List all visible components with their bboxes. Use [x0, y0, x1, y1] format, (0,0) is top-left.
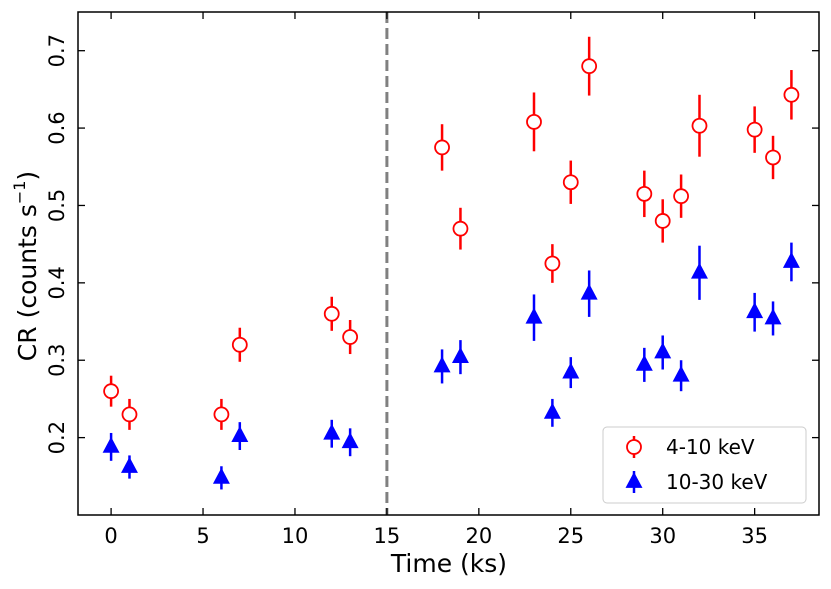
data-point — [782, 251, 800, 268]
data-point — [783, 86, 800, 103]
data-point — [765, 149, 781, 166]
marker-background — [784, 87, 799, 102]
marker-background — [343, 330, 358, 345]
data-point — [452, 220, 469, 237]
marker-background — [453, 221, 468, 236]
data-point — [562, 362, 580, 379]
x-tick-label: 5 — [196, 524, 209, 548]
y-tick-label: 0.6 — [45, 111, 69, 144]
data-point — [451, 347, 469, 364]
data-point — [212, 467, 230, 484]
data-point — [434, 139, 450, 156]
marker-background — [637, 186, 652, 201]
x-tick-label: 30 — [649, 524, 676, 548]
y-axis-label-close: ) — [13, 171, 42, 181]
x-tick-label: 20 — [465, 524, 492, 548]
x-axis-label: Time (ks) — [390, 549, 507, 578]
data-point — [654, 342, 672, 359]
marker-background — [563, 175, 578, 190]
data-point — [213, 406, 230, 423]
data-point — [121, 456, 138, 473]
data-point — [764, 308, 782, 325]
y-tick-label: 0.3 — [45, 344, 69, 377]
data-point — [342, 329, 359, 345]
tick-layer: 0 5 10 15 20 25 30 35 0.2 0.3 0.4 0.5 0.6 0.7 — [45, 12, 819, 548]
data-layer — [102, 36, 800, 490]
marker-background — [232, 337, 247, 352]
legend-box — [602, 426, 807, 504]
x-tick-label: 35 — [741, 524, 768, 548]
series-10-30kev — [102, 242, 800, 490]
data-point — [323, 305, 340, 322]
data-point — [654, 213, 671, 229]
marker-background — [527, 114, 541, 129]
data-point — [672, 365, 690, 382]
y-tick-label: 0.4 — [45, 266, 69, 299]
data-point — [121, 406, 138, 423]
marker-background — [655, 213, 670, 228]
data-point — [691, 117, 708, 134]
marker-background — [435, 140, 450, 155]
marker-background — [324, 306, 339, 321]
marker-background — [214, 407, 229, 422]
data-point — [673, 188, 689, 205]
data-point — [746, 302, 764, 319]
marker-background — [104, 384, 119, 399]
y-tick-label: 0.5 — [45, 189, 69, 222]
legend-marker — [626, 439, 642, 455]
marker-background — [582, 59, 597, 74]
data-point — [525, 307, 543, 324]
y-axis-label-exponent: −1 — [10, 181, 29, 205]
marker-background — [766, 150, 781, 165]
marker-background — [122, 407, 137, 422]
legend-label: 10-30 keV — [666, 470, 768, 494]
y-axis-label-main: CR (counts s — [13, 204, 42, 361]
data-point — [433, 356, 451, 373]
data-point — [544, 255, 561, 272]
data-point — [103, 383, 119, 400]
legend-label: 4-10 keV — [666, 435, 755, 459]
marker-background — [674, 189, 689, 204]
plot-frame — [77, 11, 820, 516]
data-point — [231, 336, 248, 353]
marker-background — [747, 122, 762, 137]
data-point — [581, 58, 598, 75]
data-point — [636, 185, 653, 202]
data-point — [562, 174, 579, 191]
x-tick-label: 0 — [104, 524, 117, 548]
y-tick-label: 0.2 — [45, 421, 69, 454]
data-point — [102, 436, 120, 453]
data-point — [746, 121, 763, 138]
series-4-10kev — [103, 36, 800, 430]
legend-marker-background — [627, 440, 641, 454]
legend-marker — [625, 471, 643, 488]
data-point — [543, 402, 561, 419]
y-axis-label: CR (counts s−1) — [10, 171, 42, 361]
x-tick-label: 25 — [557, 524, 584, 548]
data-point — [526, 113, 542, 130]
legend: 4-10 keV 10-30 keV — [602, 426, 807, 504]
x-tick-label: 10 — [282, 524, 309, 548]
data-point — [323, 423, 341, 440]
data-point — [691, 262, 708, 279]
data-point — [580, 283, 598, 300]
data-point — [635, 354, 653, 371]
x-tick-label: 15 — [374, 524, 401, 548]
marker-background — [692, 118, 707, 133]
data-point — [341, 432, 359, 449]
marker-background — [545, 256, 560, 271]
y-tick-label: 0.7 — [45, 34, 69, 67]
data-point — [231, 426, 249, 442]
